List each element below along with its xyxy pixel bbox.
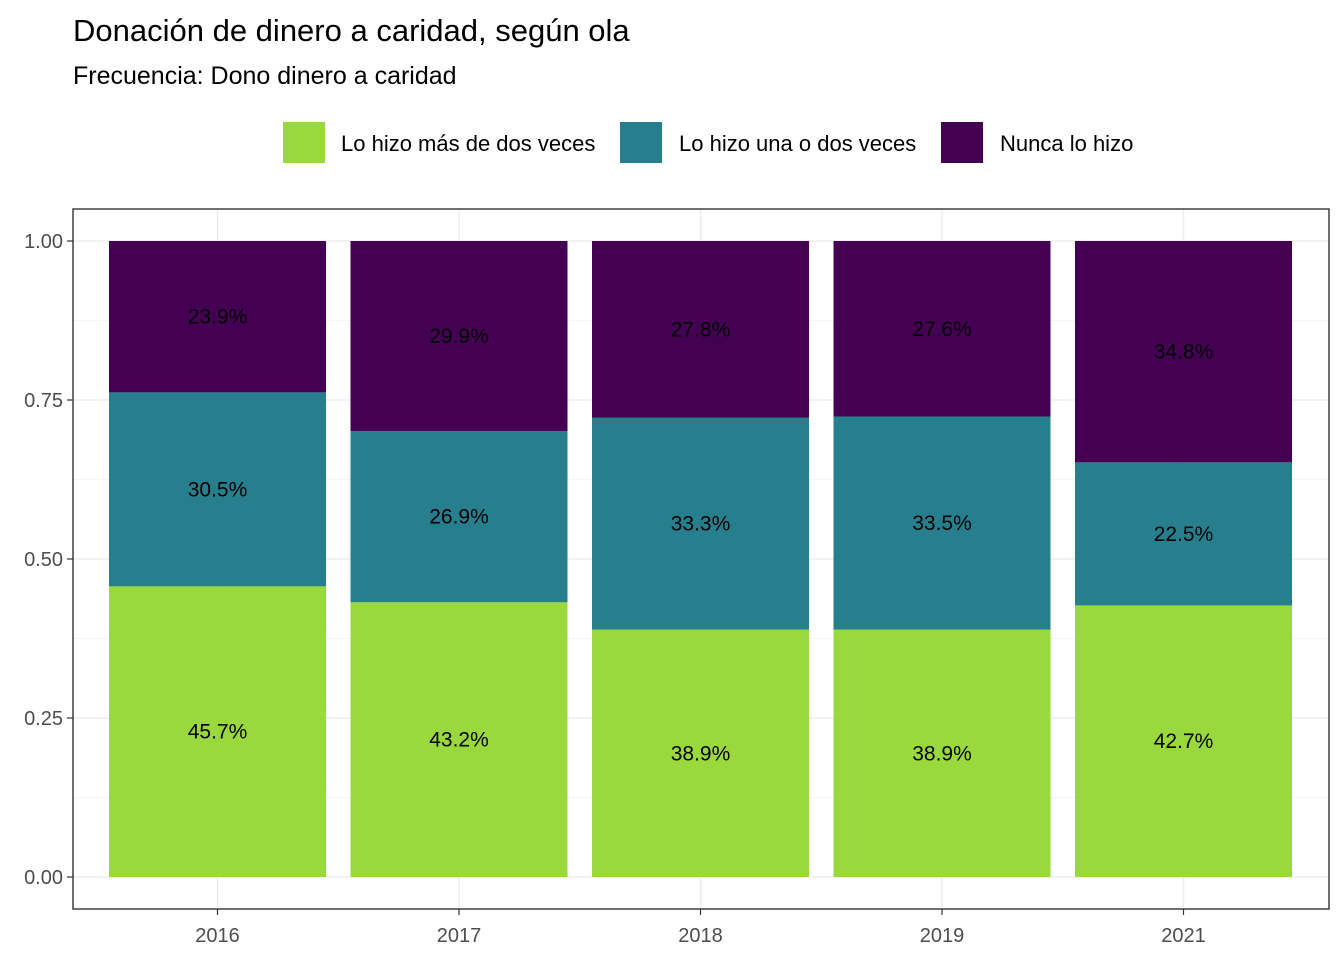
y-tick-label: 0.50	[24, 549, 63, 571]
data-label-2016-series-2: 30.5%	[188, 478, 248, 501]
x-tick-label: 2019	[920, 925, 965, 947]
data-label-2016-series-1: 45.7%	[188, 721, 248, 744]
chart-title: Donación de dinero a caridad, según ola	[73, 13, 630, 48]
legend-key-series-3	[941, 122, 983, 163]
bar-segment-2017-series-1	[350, 602, 568, 877]
y-tick-label: 0.00	[24, 867, 63, 889]
data-label-2018-series-1: 38.9%	[671, 742, 731, 765]
bar-segment-2019-series-2	[833, 416, 1051, 630]
legend-key-series-1	[283, 122, 325, 163]
bar-segment-2021-series-3	[1075, 241, 1292, 463]
chart-subtitle: Frecuencia: Dono dinero a caridad	[73, 62, 457, 90]
y-tick-label: 0.25	[24, 708, 63, 730]
legend-label-series-2: Lo hizo una o dos veces	[679, 131, 916, 156]
legend-key-series-2	[620, 122, 662, 163]
y-tick-label: 0.75	[24, 390, 63, 412]
y-tick-label: 1.00	[24, 231, 63, 253]
data-label-2019-series-3: 27.6%	[912, 318, 972, 341]
data-label-2021-series-2: 22.5%	[1154, 523, 1214, 546]
bar-segment-2018-series-2	[592, 417, 809, 630]
data-label-2018-series-3: 27.8%	[671, 318, 731, 341]
bar-segment-2016-series-3	[109, 241, 326, 393]
data-label-2017-series-2: 26.9%	[429, 506, 489, 529]
legend: Lo hizo más de dos veces Lo hizo una o do…	[283, 122, 1133, 163]
x-tick-label: 2018	[678, 925, 723, 947]
bar-segment-2018-series-3	[592, 241, 809, 418]
bar-segment-2017-series-3	[350, 241, 568, 432]
data-label-2017-series-1: 43.2%	[429, 729, 489, 752]
data-label-2018-series-2: 33.3%	[671, 513, 731, 536]
legend-label-series-3: Nunca lo hizo	[1000, 131, 1133, 156]
data-label-2019-series-2: 33.5%	[912, 512, 972, 535]
bars	[109, 241, 1292, 877]
x-tick-label: 2016	[195, 925, 240, 947]
data-label-2019-series-1: 38.9%	[912, 742, 972, 765]
x-tick-label: 2021	[1161, 925, 1206, 947]
bar-segment-2021-series-2	[1075, 462, 1292, 606]
data-label-2021-series-3: 34.8%	[1154, 341, 1214, 364]
legend-label-series-1: Lo hizo más de dos veces	[341, 131, 595, 156]
bar-segment-2016-series-1	[109, 586, 326, 877]
bar-segment-2019-series-1	[833, 629, 1051, 877]
bar-segment-2016-series-2	[109, 392, 326, 587]
data-label-2021-series-1: 42.7%	[1154, 730, 1214, 753]
x-tick-label: 2017	[437, 925, 482, 947]
bar-segment-2017-series-2	[350, 431, 568, 603]
bar-segment-2021-series-1	[1075, 605, 1292, 877]
axes: 0.00 0.25 0.50 0.75 1.00 2016 2017 2018 2019 2021	[24, 231, 1206, 947]
data-label-2016-series-3: 23.9%	[188, 305, 248, 328]
data-labels: 45.7% 30.5% 23.9% 43.2% 26.9% 29.9% 38.9% 33.3%…	[188, 305, 1214, 765]
bar-segment-2019-series-3	[833, 241, 1051, 417]
data-label-2017-series-3: 29.9%	[429, 325, 489, 348]
bar-segment-2018-series-1	[592, 629, 809, 877]
